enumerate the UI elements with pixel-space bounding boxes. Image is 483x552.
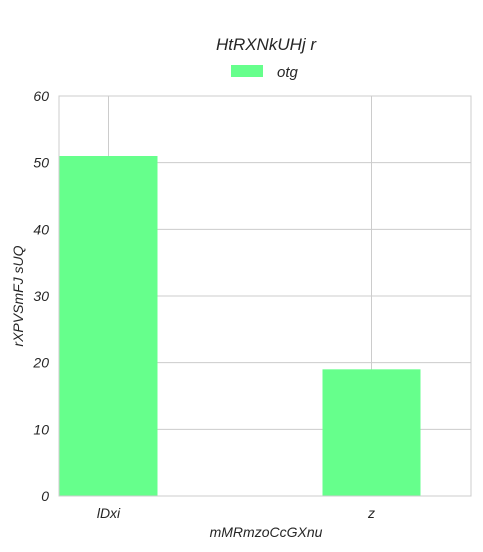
chart-title: HtRXNkUHj r (216, 35, 317, 54)
legend-swatch-otg (231, 65, 263, 77)
bar-z (322, 369, 421, 496)
x-axis-label: mMRmzoCcGXnu (210, 524, 323, 540)
y-tick-label: 50 (33, 155, 49, 171)
plot-frame (58, 95, 472, 497)
x-axis-ticks: lDxi z (97, 505, 375, 521)
x-tick-label: lDxi (97, 505, 121, 521)
y-tick-label: 40 (33, 221, 49, 237)
y-axis-ticks: 0 10 20 30 40 50 60 (32, 88, 49, 504)
bar-lDxi (59, 156, 158, 496)
y-axis-label: rXPVSmFJ sUQ (10, 245, 26, 346)
x-tick-label: z (367, 505, 375, 521)
bars (59, 156, 421, 496)
y-tick-label: 20 (32, 355, 49, 371)
y-tick-label: 60 (33, 88, 49, 104)
legend: otg (231, 64, 299, 81)
y-tick-label: 0 (41, 488, 49, 504)
y-tick-label: 30 (33, 288, 49, 304)
y-tick-label: 10 (33, 421, 49, 437)
legend-label-otg: otg (277, 64, 299, 81)
